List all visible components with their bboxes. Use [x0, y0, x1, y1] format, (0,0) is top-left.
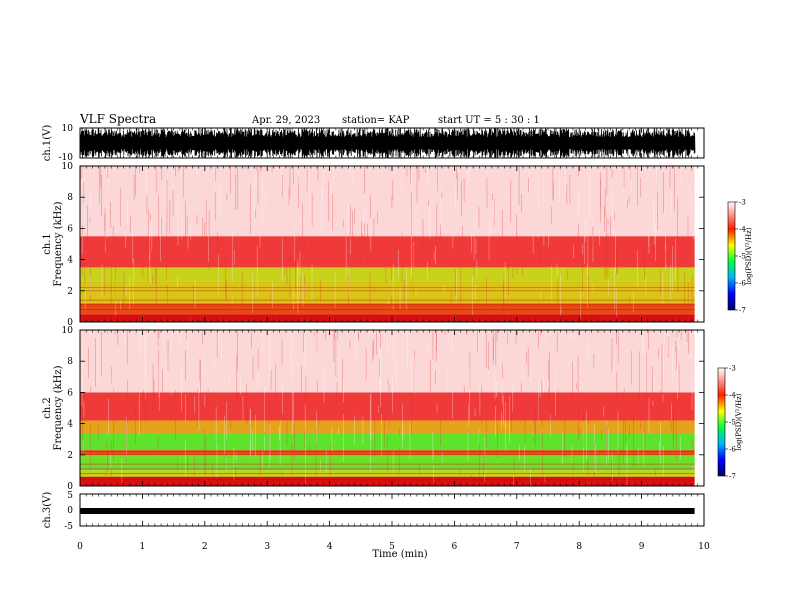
spec-band: [80, 166, 695, 237]
y-tick-label: 2: [67, 287, 73, 297]
y-tick-label: 0: [67, 482, 73, 492]
chart-title: VLF Spectra: [79, 112, 156, 126]
colorbar-tick-label: -7: [729, 473, 736, 481]
time-axis-label: Time (min): [372, 549, 427, 560]
x-tick-label: 10: [698, 542, 710, 552]
ch2-colorbar-ramp: [717, 367, 726, 477]
ch3-ytick-top: 5: [67, 491, 73, 501]
x-tick-label: 9: [639, 542, 645, 552]
y-tick-label: 10: [62, 326, 74, 336]
x-tick-label: 0: [77, 542, 83, 552]
colorbar-tick-label: -3: [739, 199, 746, 207]
ch1-spectrogram-panel: 0 2 4 6 8 10 ch.1 Frequency (kHz): [42, 162, 705, 328]
spec-band: [80, 303, 695, 315]
x-tick-label: 5: [389, 542, 395, 552]
ch3-ylabel: ch.3(V): [42, 492, 53, 529]
colorbar-tick-label: -6: [729, 446, 736, 454]
colorbar-tick-label: -4: [739, 226, 746, 234]
y-tick-label: 6: [67, 388, 73, 398]
ch1-ytick-top: 10: [62, 124, 74, 134]
spec-band: [80, 267, 695, 282]
spec-band: [80, 392, 695, 421]
colorbar-tick-label: -6: [739, 280, 746, 288]
y-tick-label: 4: [67, 256, 73, 266]
colorbar-tick-label: -5: [739, 253, 746, 261]
start-time-label: start UT = 5 : 30 : 1: [438, 115, 540, 126]
x-tick-label: 1: [140, 542, 146, 552]
ch3-waveform-band: [80, 508, 695, 514]
y-tick-label: 6: [67, 224, 73, 234]
ch1-spec-ylabel-ch: ch.1: [42, 233, 53, 255]
spec-band: [80, 420, 695, 433]
ch1-colorbar-ramp: [727, 201, 736, 311]
spec-band: [80, 432, 695, 451]
colorbar-tick-label: -5: [729, 419, 736, 427]
x-tick-label: 4: [327, 542, 333, 552]
ch2-spectrogram-panel: 0 2 4 6 8 10 ch.2 Frequency (kHz): [42, 326, 705, 492]
station-label: station= KAP: [342, 115, 410, 126]
ch1-colorbar: -3 -4 -5 -6 -7 log(PSD)(V²/Hz): [727, 199, 753, 315]
ch3-ytick-bottom: -5: [64, 522, 73, 532]
ch1-spec-yticks: 0 2 4 6 8 10: [62, 162, 704, 328]
ch1-spectrogram-image: [80, 166, 704, 322]
ch2-colorbar: -3 -4 -5 -6 -7 log(PSD)(V²/Hz): [717, 365, 743, 481]
ch2-spec-ylabel-ch: ch.2: [42, 397, 53, 419]
y-tick-label: 8: [67, 193, 73, 203]
y-tick-label: 2: [67, 451, 73, 461]
y-tick-label: 4: [67, 420, 73, 430]
spec-band: [80, 450, 695, 455]
ch3-waveform-panel: 5 0 -5 ch.3(V): [42, 491, 705, 532]
ch2-spectrogram-image: [80, 330, 704, 486]
spec-band: [80, 281, 695, 304]
ch2-colorbar-ticks: -3 -4 -5 -6 -7: [725, 365, 736, 481]
ch1-ylabel: ch.1(V): [42, 125, 53, 162]
ch2-colorbar-label: log(PSD)(V²/Hz): [735, 393, 743, 450]
x-tick-label: 8: [576, 542, 582, 552]
y-tick-label: 8: [67, 357, 73, 367]
ch1-colorbar-ticks: -3 -4 -5 -6 -7: [735, 199, 746, 315]
x-tick-label: 6: [452, 542, 458, 552]
date-label: Apr. 29, 2023: [251, 115, 320, 126]
colorbar-tick-label: -7: [739, 307, 746, 315]
spec-band: [80, 454, 695, 471]
ch2-spec-ylabel-freq: Frequency (kHz): [53, 365, 64, 450]
spec-band: [80, 236, 695, 268]
x-tick-label: 2: [202, 542, 208, 552]
ch1-ytick-bottom: -10: [59, 153, 74, 163]
ch1-colorbar-label: log(PSD)(V²/Hz): [745, 227, 753, 284]
spec-band: [80, 314, 695, 322]
ch3-ytick-mid: 0: [67, 506, 73, 516]
spec-band: [80, 476, 695, 486]
ch1-spec-ylabel-freq: Frequency (kHz): [53, 201, 64, 286]
time-axis-ticks: 0 1 2 3 4 5 6 7 8 9 10: [77, 128, 710, 552]
colorbar-tick-label: -4: [729, 392, 736, 400]
colorbar-tick-label: -3: [729, 365, 736, 373]
y-tick-label: 10: [62, 162, 74, 172]
x-tick-label: 7: [514, 542, 520, 552]
y-tick-label: 0: [67, 318, 73, 328]
ch1-waveform-line: [79, 127, 696, 159]
spec-band: [80, 330, 695, 393]
x-tick-label: 3: [264, 542, 270, 552]
ch2-spec-yticks: 0 2 4 6 8 10: [62, 326, 704, 492]
